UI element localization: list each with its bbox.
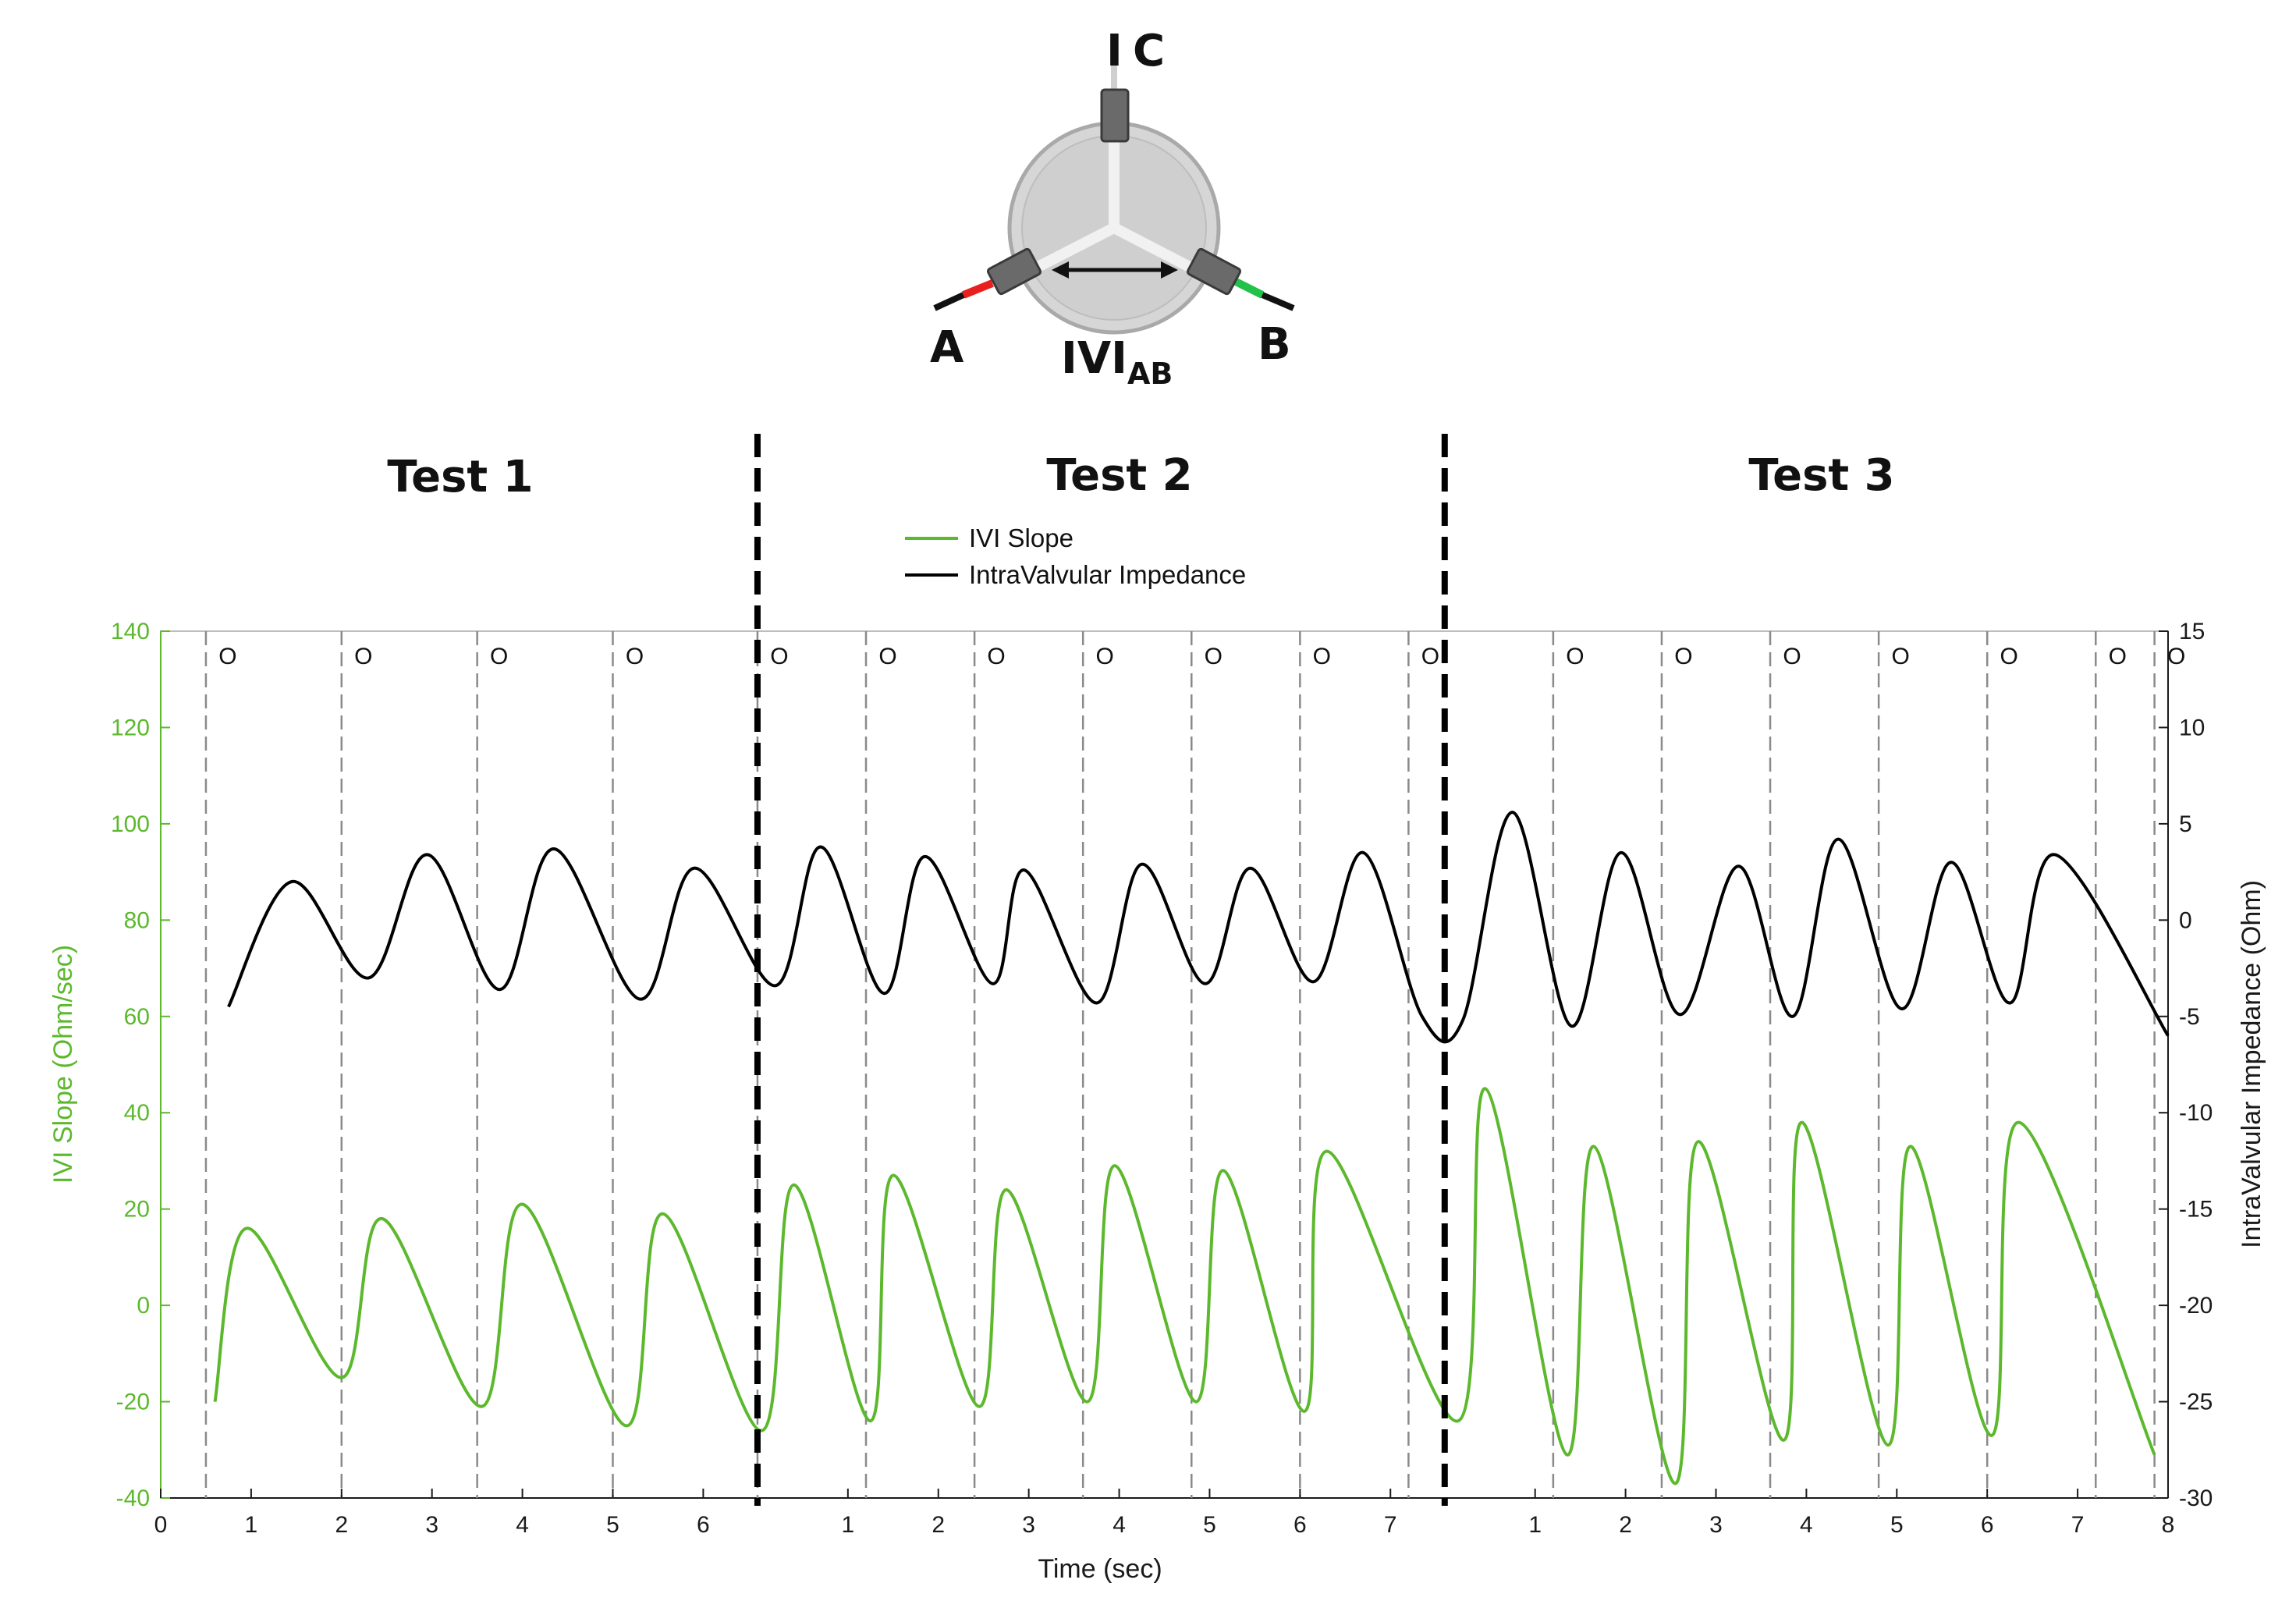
ivi-slope-line <box>213 1087 2156 1486</box>
x-tick-label: 1 <box>1528 1512 1542 1538</box>
valve-open-marker: O <box>1313 644 1331 669</box>
left-tick-label: 60 <box>124 1004 150 1030</box>
electrode-b <box>1186 247 1242 296</box>
legend-label-impedance: IntraValvular Impedance <box>969 560 1246 589</box>
x-tick-label: 1 <box>842 1512 855 1538</box>
impedance-line <box>227 811 2170 1044</box>
valve-open-marker: O <box>1891 644 1909 669</box>
x-tick-label: 6 <box>1293 1512 1307 1538</box>
x-tick-label: 2 <box>1619 1512 1632 1538</box>
seam-a <box>1023 222 1117 279</box>
x-tick-label: 3 <box>1709 1512 1723 1538</box>
label-ivi-main: IVI <box>1061 333 1127 384</box>
valve-open-marker: O <box>2109 644 2127 669</box>
right-tick-label: -25 <box>2179 1390 2213 1415</box>
legend: IVI Slope IntraValvular Impedance <box>905 524 1246 589</box>
right-tick-label: 0 <box>2179 907 2192 933</box>
x-tick-label: 2 <box>335 1512 348 1538</box>
test-3-heading: Test 3 <box>1748 450 1894 501</box>
x-tick-label: 5 <box>1203 1512 1216 1538</box>
label-c-bar: I <box>1106 26 1123 76</box>
x-tick-label: 7 <box>2071 1512 2085 1538</box>
x-axis-title: Time (sec) <box>1038 1554 1162 1584</box>
right-tick-label: -20 <box>2179 1293 2213 1319</box>
left-tick-label: -40 <box>116 1486 150 1511</box>
label-c: C <box>1133 26 1165 76</box>
wire-b-green <box>1232 277 1265 299</box>
valve-open-marker: O <box>1205 644 1223 669</box>
x-tick-label: 4 <box>1800 1512 1813 1538</box>
electrode-c <box>1100 88 1130 143</box>
left-tick-label: 100 <box>111 811 150 837</box>
valve-open-marker: O <box>626 644 644 669</box>
valve-open-marker: O <box>770 644 788 669</box>
x-tick-label: 3 <box>1022 1512 1035 1538</box>
x-tick-label: 6 <box>1981 1512 1994 1538</box>
label-a: A <box>930 322 964 373</box>
wire-a-red <box>962 279 994 299</box>
electrode-a <box>986 247 1042 296</box>
left-axis-title: IVI Slope (Ohm/sec) <box>48 945 78 1184</box>
valve-open-marker: O <box>1421 644 1439 669</box>
right-tick-label: -30 <box>2179 1486 2213 1511</box>
x-tick-label: 5 <box>1890 1512 1904 1538</box>
ivi-arrow-right-head <box>1161 261 1178 279</box>
right-axis-title: IntraValvular Impedance (Ohm) <box>2237 880 2266 1248</box>
valve-open-marker: O <box>987 644 1005 669</box>
left-axis-ticks: 140 120 100 80 60 40 20 0 -20 -40 <box>111 619 170 1511</box>
x-tick-label: 6 <box>697 1512 710 1538</box>
test-2-heading: Test 2 <box>1046 450 1192 501</box>
wire-a-black <box>933 292 965 311</box>
left-tick-label: 140 <box>111 619 150 644</box>
left-tick-label: 20 <box>124 1197 150 1223</box>
left-tick-label: 40 <box>124 1100 150 1126</box>
left-tick-label: 120 <box>111 715 150 740</box>
x-tick-label: 3 <box>425 1512 438 1538</box>
legend-label-slope: IVI Slope <box>969 524 1073 552</box>
label-ivi: IVIAB <box>1061 333 1173 391</box>
label-b: B <box>1258 319 1291 370</box>
x-tick-label: 2 <box>932 1512 945 1538</box>
right-tick-label: -10 <box>2179 1100 2213 1126</box>
label-ivi-subscript: AB <box>1127 357 1173 391</box>
valve-open-marker: O <box>2167 644 2185 669</box>
right-tick-label: 10 <box>2179 715 2205 740</box>
x-tick-label: 8 <box>2162 1512 2175 1538</box>
series-lines <box>213 811 2170 1486</box>
wire-b-black <box>1261 292 1295 311</box>
valve-open-marker: O <box>1566 644 1584 669</box>
left-tick-label: 0 <box>137 1293 150 1319</box>
valve-open-marker: O <box>878 644 896 669</box>
left-tick-label: -20 <box>116 1390 150 1415</box>
x-tick-label: 4 <box>1113 1512 1126 1538</box>
right-tick-label: -15 <box>2179 1197 2213 1223</box>
valve-diagram: I C A B IVIAB <box>930 26 1295 391</box>
seam-b <box>1111 222 1205 279</box>
valve-open-lines <box>204 631 2156 1498</box>
x-axis-ticks: 0 1 2 3 4 5 6 1 2 3 4 5 6 7 1 2 3 4 5 6 7 8 <box>154 1489 2175 1538</box>
valve-open-marker: O <box>354 644 372 669</box>
right-tick-label: 5 <box>2179 811 2192 837</box>
valve-open-marker: O <box>218 644 236 669</box>
valve-open-marker: O <box>1096 644 1114 669</box>
right-tick-label: -5 <box>2179 1004 2200 1030</box>
x-tick-label: 0 <box>154 1512 168 1538</box>
valve-open-marker: O <box>490 644 508 669</box>
x-tick-label: 1 <box>245 1512 258 1538</box>
plot-frame <box>160 630 2169 1499</box>
right-tick-label: 15 <box>2179 619 2205 644</box>
test-boundaries <box>754 434 1448 1506</box>
valve-open-marker: O <box>1783 644 1801 669</box>
ivi-arrow-left-head <box>1052 261 1069 279</box>
x-tick-label: 5 <box>606 1512 619 1538</box>
test-1-heading: Test 1 <box>387 452 533 502</box>
valve-open-marker: O <box>1674 644 1692 669</box>
left-tick-label: 80 <box>124 907 150 933</box>
valve-open-marker: O <box>2000 644 2018 669</box>
x-tick-label: 4 <box>516 1512 529 1538</box>
right-axis-ticks: 15 10 5 0 -5 -10 -15 -20 -25 -30 <box>2159 619 2213 1511</box>
x-tick-label: 7 <box>1384 1512 1397 1538</box>
